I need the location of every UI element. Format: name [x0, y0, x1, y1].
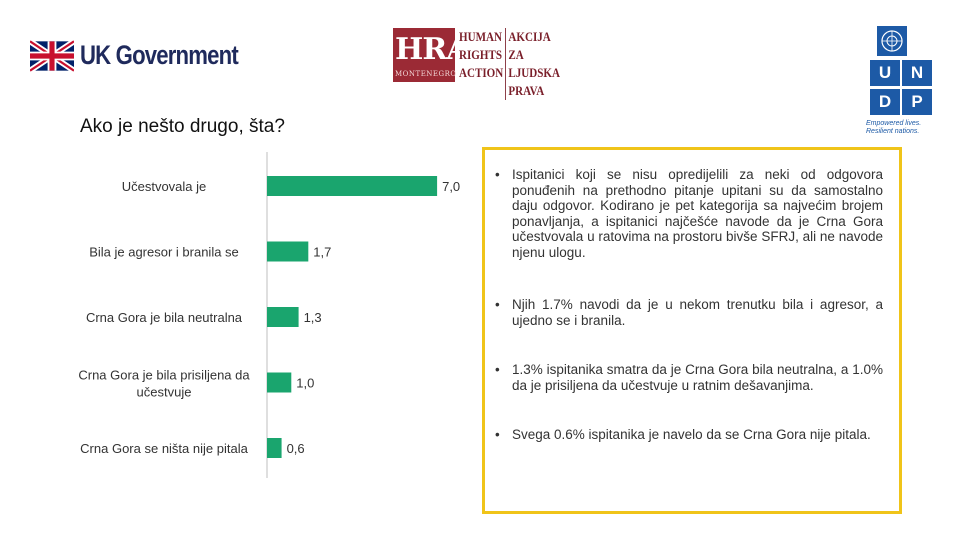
- bar: [267, 438, 282, 458]
- note-item: • Svega 0.6% ispitanika je navelo da se …: [493, 427, 883, 443]
- uk-government-logo-text: UK Government: [80, 40, 239, 70]
- category-label-line: Crna Gora je bila neutralna: [86, 310, 243, 325]
- undp-tagline: Empowered lives. Resilient nations.: [866, 120, 921, 136]
- undp-letter: P: [902, 89, 932, 115]
- category-label-line: Učestvovala je: [122, 179, 207, 194]
- data-label: 1,7: [313, 245, 331, 260]
- bar: [267, 372, 292, 393]
- data-label: 1,3: [304, 310, 322, 325]
- undp-letter: D: [870, 89, 900, 115]
- undp-tagline-line: Empowered lives.: [866, 120, 922, 127]
- hra-line: LJUDSKA: [508, 65, 560, 80]
- hra-subtitle: MONTENEGRO: [395, 70, 457, 78]
- hra-local-name: AKCIJA ZA LJUDSKA PRAVA: [505, 28, 560, 100]
- uk-government-logo: UK Government: [30, 38, 240, 78]
- category-label: Crna Gora je bila prisiljena da učestvuje: [78, 368, 250, 400]
- notes-panel: • Ispitanici koji se nisu opredijelili z…: [482, 147, 902, 514]
- note-text: Ispitanici koji se nisu opredijelili za …: [512, 167, 883, 260]
- category-label: Učestvovala je: [122, 179, 207, 194]
- page-title: Ako je nešto drugo, šta?: [80, 116, 285, 137]
- data-label: 7,0: [442, 179, 460, 194]
- data-label: 1,0: [296, 376, 314, 391]
- bar: [267, 307, 299, 327]
- hra-letters: HRA: [395, 32, 470, 67]
- bar: [267, 241, 309, 262]
- notes-list: • Ispitanici koji se nisu opredijelili z…: [493, 167, 883, 443]
- note-item: • Ispitanici koji se nisu opredijelili z…: [493, 167, 883, 260]
- hra-english-name: HUMAN RIGHTS ACTION: [459, 28, 503, 82]
- note-text: 1.3% ispitanika smatra da je Crna Gora b…: [512, 362, 883, 393]
- category-label-line: Crna Gora se ništa nije pitala: [80, 441, 248, 456]
- hra-line: HUMAN: [459, 29, 502, 44]
- note-text: Njih 1.7% navodi da je u nekom trenutku …: [512, 297, 883, 328]
- category-label-line: učestvuje: [137, 385, 192, 400]
- bar: [267, 176, 438, 196]
- union-jack-flag-icon: [30, 38, 74, 74]
- hra-line: AKCIJA ZA: [508, 29, 551, 62]
- undp-letter: U: [870, 60, 900, 86]
- undp-tagline-line: Resilient nations.: [866, 128, 920, 135]
- bar-chart: 7,0 Učestvovala je 1,7 Bila je agresor i br…: [78, 152, 460, 478]
- undp-letter: N: [902, 60, 932, 86]
- category-label-line: Crna Gora je bila prisiljena da: [78, 368, 250, 383]
- category-label: Crna Gora je bila neutralna: [86, 310, 243, 325]
- hra-line: ACTION: [459, 65, 504, 80]
- hra-line: RIGHTS: [459, 47, 502, 62]
- bullet-icon: •: [495, 167, 500, 182]
- data-label: 0,6: [287, 441, 305, 456]
- bullet-icon: •: [495, 297, 500, 312]
- un-emblem-icon: [877, 26, 907, 56]
- undp-logo: U N D P Empowered lives. Resilient natio…: [866, 24, 938, 136]
- category-label: Bila je agresor i branila se: [89, 245, 239, 260]
- hra-emblem: HRA MONTENEGRO: [393, 28, 470, 82]
- bullet-icon: •: [495, 362, 500, 377]
- category-label: Crna Gora se ništa nije pitala: [80, 441, 248, 456]
- hra-logo: HRA MONTENEGRO HUMAN RIGHTS ACTION AKCIJ…: [393, 28, 563, 100]
- bullet-icon: •: [495, 427, 500, 442]
- category-label-line: Bila je agresor i branila se: [89, 245, 239, 260]
- hra-line: PRAVA: [508, 83, 545, 98]
- note-item: • 1.3% ispitanika smatra da je Crna Gora…: [493, 362, 883, 393]
- note-text: Svega 0.6% ispitanika je navelo da se Cr…: [512, 427, 871, 442]
- note-item: • Njih 1.7% navodi da je u nekom trenutk…: [493, 297, 883, 328]
